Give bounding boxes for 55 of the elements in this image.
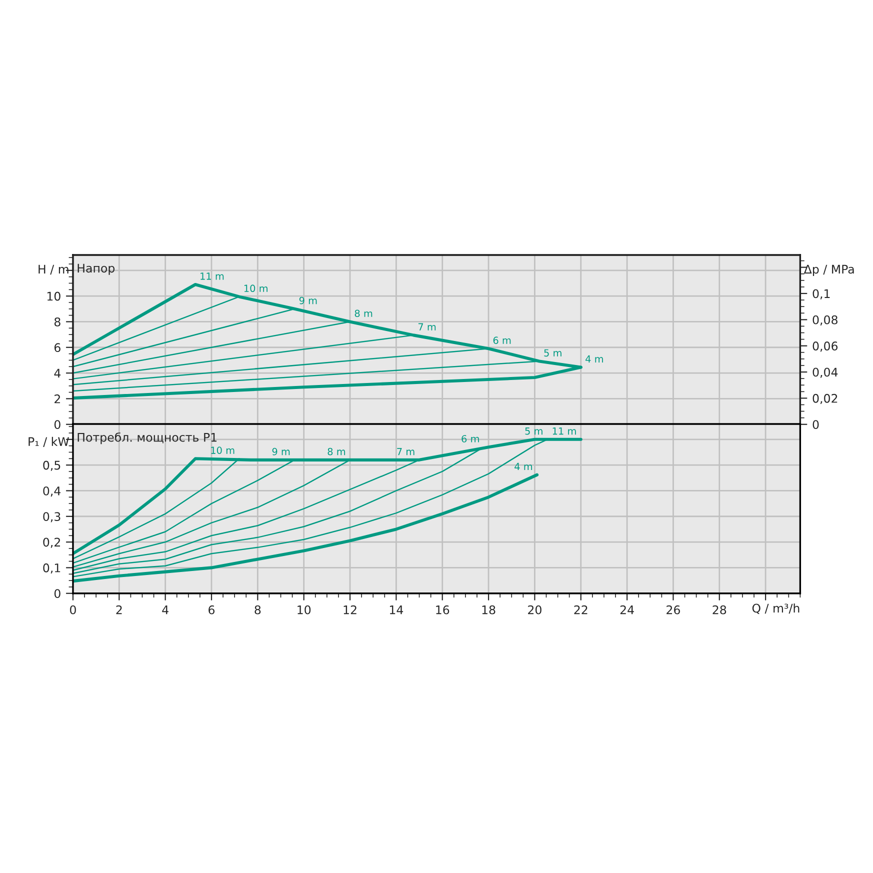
y2-tick-label: 0,1 xyxy=(812,289,830,300)
x-tick-label: 16 xyxy=(436,605,450,614)
series-label: 9 m xyxy=(272,448,290,456)
series-label: 7 m xyxy=(397,448,414,456)
x-tick-label: 14 xyxy=(390,606,404,614)
y-tick-label: 2 xyxy=(54,394,60,404)
y-axis-title: H / m xyxy=(38,264,68,275)
series-label: 8 m xyxy=(354,310,372,318)
x-tick-label: 8 xyxy=(254,605,261,614)
series-label: 4 m xyxy=(586,355,603,362)
y-tick-label: 6 xyxy=(54,343,60,352)
y-tick-label: 0,2 xyxy=(43,538,60,548)
x-tick-label: 2 xyxy=(116,605,122,614)
y-tick-label: 0,4 xyxy=(43,486,61,497)
y2-tick-label: 0,08 xyxy=(812,315,838,326)
series-label: 6 m xyxy=(462,435,479,442)
y-tick-label: 0 xyxy=(54,420,60,430)
y2-tick-label: 0,06 xyxy=(812,342,838,352)
x-tick-label: 26 xyxy=(666,605,680,614)
x-tick-label: 24 xyxy=(620,605,634,614)
series-label: 10 m xyxy=(211,446,234,454)
x-tick-label: 20 xyxy=(528,605,542,614)
series-label: 5 m xyxy=(525,428,542,435)
y-tick-label: 0,3 xyxy=(43,512,60,522)
y2-axis-title: Δp / MPa xyxy=(804,264,854,276)
x-tick-label: 12 xyxy=(344,605,356,614)
y2-tick-label: 0,04 xyxy=(812,368,838,378)
y-tick-label: 0 xyxy=(54,589,60,598)
x-axis-title: Q / m³/h xyxy=(752,604,800,614)
series-label: 4 m xyxy=(514,462,532,470)
series-label: 6 m xyxy=(493,336,511,344)
series-label: 5 m xyxy=(544,349,562,357)
text: Напор xyxy=(78,264,115,275)
x-tick-label: 10 xyxy=(298,605,311,614)
x-tick-label: 6 xyxy=(208,605,215,614)
y-tick-label: 0,1 xyxy=(43,563,60,574)
x-tick-label: 18 xyxy=(482,605,496,614)
y-tick-label: 8 xyxy=(54,317,60,326)
x-tick-label: 4 xyxy=(162,606,168,614)
text: Потребл. мощность P1 xyxy=(78,432,216,444)
y-tick-label: 10 xyxy=(47,292,60,301)
y-tick-label: 4 xyxy=(54,368,61,378)
series-label: 7 m xyxy=(418,323,436,330)
y2-tick-label: 0 xyxy=(812,420,819,430)
x-tick-label: 22 xyxy=(574,605,588,614)
y2-tick-label: 0,02 xyxy=(812,394,838,404)
y-tick-label: 0,5 xyxy=(43,460,60,471)
series-label: 10 m xyxy=(244,284,268,292)
series-label: 9 m xyxy=(299,296,317,304)
x-tick-label: 28 xyxy=(712,605,726,614)
series-label: 8 m xyxy=(328,448,346,456)
x-tick-label: 0 xyxy=(70,605,76,614)
series-label: 11 m xyxy=(200,272,224,280)
y-axis-title: P₁ / kW xyxy=(28,436,69,447)
series-label: 11 m xyxy=(552,428,576,435)
